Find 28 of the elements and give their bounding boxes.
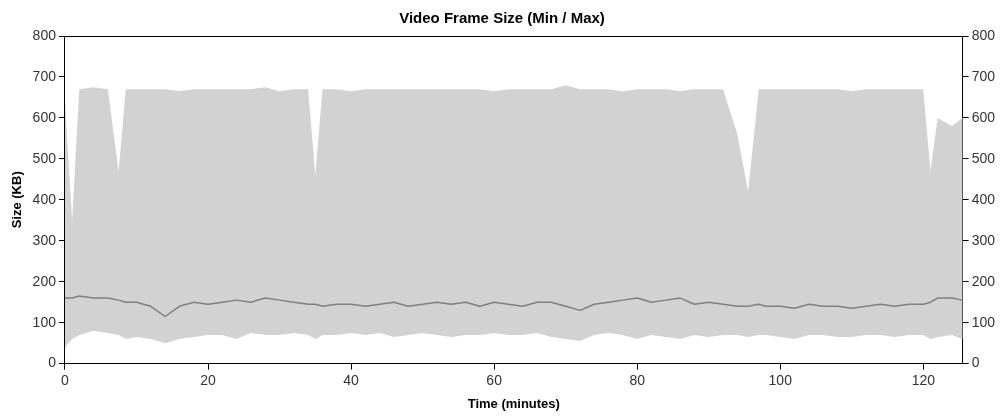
y2-tick-label: 200	[971, 272, 996, 289]
y2-tick-label: 500	[971, 149, 996, 166]
x-tick-label: 40	[343, 371, 360, 388]
y-tick-label: 200	[32, 272, 57, 289]
x-axis-title: Time (minutes)	[467, 395, 560, 411]
x-tick-label: 120	[911, 371, 936, 388]
y-tick-label: 500	[32, 149, 57, 166]
y2-tick-label: 400	[971, 190, 996, 207]
y2-tick-label: 0	[971, 354, 980, 371]
y-tick-label: 0	[48, 354, 57, 371]
y-tick-label: 600	[32, 108, 57, 125]
x-tick-label: 20	[200, 371, 217, 388]
y-tick-label: 100	[32, 313, 57, 330]
y2-tick-label: 800	[971, 26, 996, 43]
x-tick-label: 80	[629, 371, 646, 388]
x-tick-label: 60	[486, 371, 503, 388]
y2-tick-label: 300	[971, 231, 996, 248]
chart-title: Video Frame Size (Min / Max)	[399, 9, 605, 27]
y-tick-label: 700	[32, 67, 57, 84]
y-axis-title: Size (KB)	[9, 171, 25, 229]
x-tick-label: 0	[61, 371, 70, 388]
x-tick-label: 100	[768, 371, 793, 388]
y-tick-label: 400	[32, 190, 57, 207]
y2-tick-label: 700	[971, 67, 996, 84]
y-tick-label: 800	[32, 26, 57, 43]
y2-tick-label: 600	[971, 108, 996, 125]
y2-tick-label: 100	[971, 313, 996, 330]
y-tick-label: 300	[32, 231, 57, 248]
